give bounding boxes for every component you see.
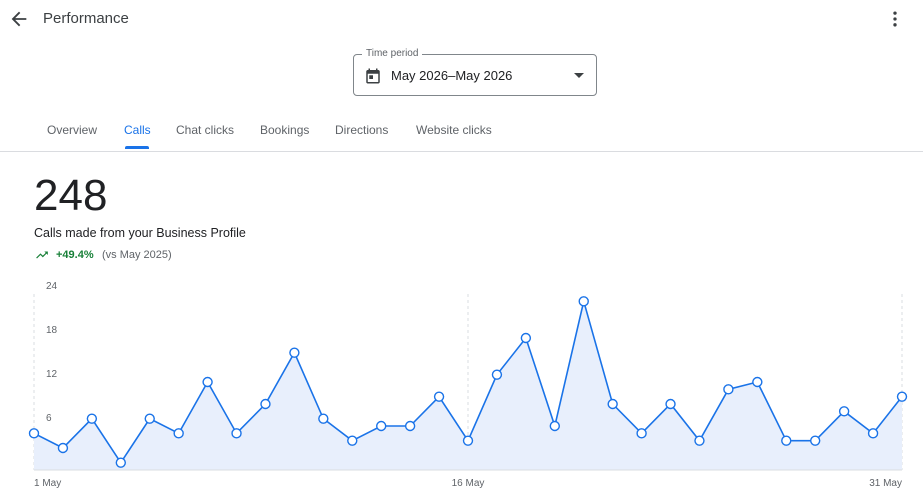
tab-calls[interactable]: Calls bbox=[124, 123, 151, 137]
data-point bbox=[867, 428, 879, 439]
data-point bbox=[491, 369, 503, 380]
data-point bbox=[433, 391, 445, 402]
metric-tabs: Overview Calls Chat clicks Bookings Dire… bbox=[0, 112, 923, 152]
data-point bbox=[404, 420, 416, 432]
data-point bbox=[752, 376, 763, 388]
y-tick-label: 6 bbox=[46, 413, 52, 424]
tab-bookings[interactable]: Bookings bbox=[260, 123, 310, 137]
data-point bbox=[376, 420, 387, 432]
data-point bbox=[57, 442, 69, 454]
calendar-icon bbox=[366, 68, 380, 84]
data-point bbox=[347, 435, 358, 446]
data-point bbox=[520, 332, 532, 344]
tab-website-clicks[interactable]: Website clicks bbox=[416, 123, 492, 137]
x-tick-label: 31 May bbox=[869, 478, 902, 489]
data-point bbox=[260, 398, 271, 410]
dropdown-arrow-icon bbox=[574, 73, 584, 78]
tab-directions[interactable]: Directions bbox=[335, 123, 389, 137]
time-period-value: May 2026–May 2026 bbox=[391, 68, 513, 83]
calls-total: 248 bbox=[34, 171, 108, 220]
active-tab-indicator bbox=[125, 146, 149, 149]
metric-caption: Calls made from your Business Profile bbox=[34, 226, 246, 240]
data-point bbox=[462, 435, 474, 446]
data-point bbox=[636, 428, 647, 439]
tab-chat-clicks[interactable]: Chat clicks bbox=[176, 123, 235, 137]
more-vert-icon[interactable] bbox=[885, 9, 905, 29]
trend-comparison: (vs May 2025) bbox=[102, 249, 172, 261]
data-point bbox=[231, 428, 242, 439]
data-point bbox=[665, 398, 676, 410]
data-point bbox=[723, 384, 734, 395]
data-point bbox=[781, 435, 792, 446]
data-point bbox=[549, 420, 560, 432]
trending-up-icon bbox=[36, 251, 48, 259]
data-point bbox=[578, 296, 589, 307]
calls-chart: 6 12 18 24 1 May 16 May 31 May bbox=[28, 281, 908, 489]
data-point bbox=[173, 428, 184, 439]
page-title: Performance bbox=[43, 10, 129, 27]
trend-percentage: +49.4% bbox=[56, 249, 94, 261]
x-tick-label: 16 May bbox=[452, 478, 485, 489]
y-tick-label: 24 bbox=[46, 281, 58, 292]
data-point bbox=[694, 435, 705, 446]
data-point bbox=[838, 406, 850, 417]
data-point bbox=[202, 376, 213, 388]
data-point bbox=[896, 391, 908, 402]
data-point bbox=[86, 413, 98, 424]
y-tick-label: 18 bbox=[46, 325, 58, 336]
app-bar: Performance bbox=[0, 0, 923, 40]
x-tick-label: 1 May bbox=[34, 478, 61, 489]
time-period-label: Time period bbox=[362, 48, 423, 60]
data-point bbox=[810, 435, 821, 446]
data-point bbox=[144, 413, 155, 424]
data-point bbox=[28, 428, 40, 439]
tab-overview[interactable]: Overview bbox=[47, 123, 98, 137]
arrow-back-icon[interactable] bbox=[8, 8, 30, 30]
data-point bbox=[607, 398, 618, 410]
y-tick-label: 12 bbox=[46, 369, 58, 380]
data-point bbox=[115, 457, 127, 468]
data-point bbox=[318, 413, 329, 424]
data-point bbox=[289, 347, 300, 358]
time-period-select[interactable]: Time period May 2026–May 2026 bbox=[353, 48, 597, 96]
calls-area bbox=[34, 301, 902, 470]
